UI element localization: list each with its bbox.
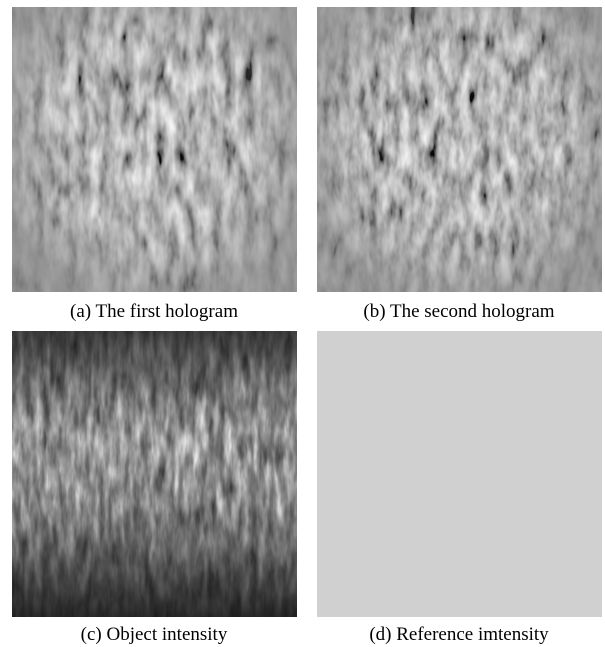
intensity-fade — [12, 331, 297, 617]
caption: (a) The first hologram — [70, 301, 238, 322]
hologram-fade — [317, 7, 602, 292]
caption: (d) Reference imtensity — [369, 624, 549, 645]
panel-d: (d) Reference imtensity — [317, 331, 602, 645]
caption: (c) Object intensity — [81, 624, 228, 645]
panel-a: (a) The first hologram — [12, 7, 297, 322]
hologram-fade — [12, 7, 297, 292]
panel-b: (b) The second hologram — [317, 7, 602, 322]
panel-c: (c) Object intensity — [12, 331, 297, 645]
reference-image — [317, 331, 602, 617]
caption: (b) The second hologram — [363, 301, 554, 322]
